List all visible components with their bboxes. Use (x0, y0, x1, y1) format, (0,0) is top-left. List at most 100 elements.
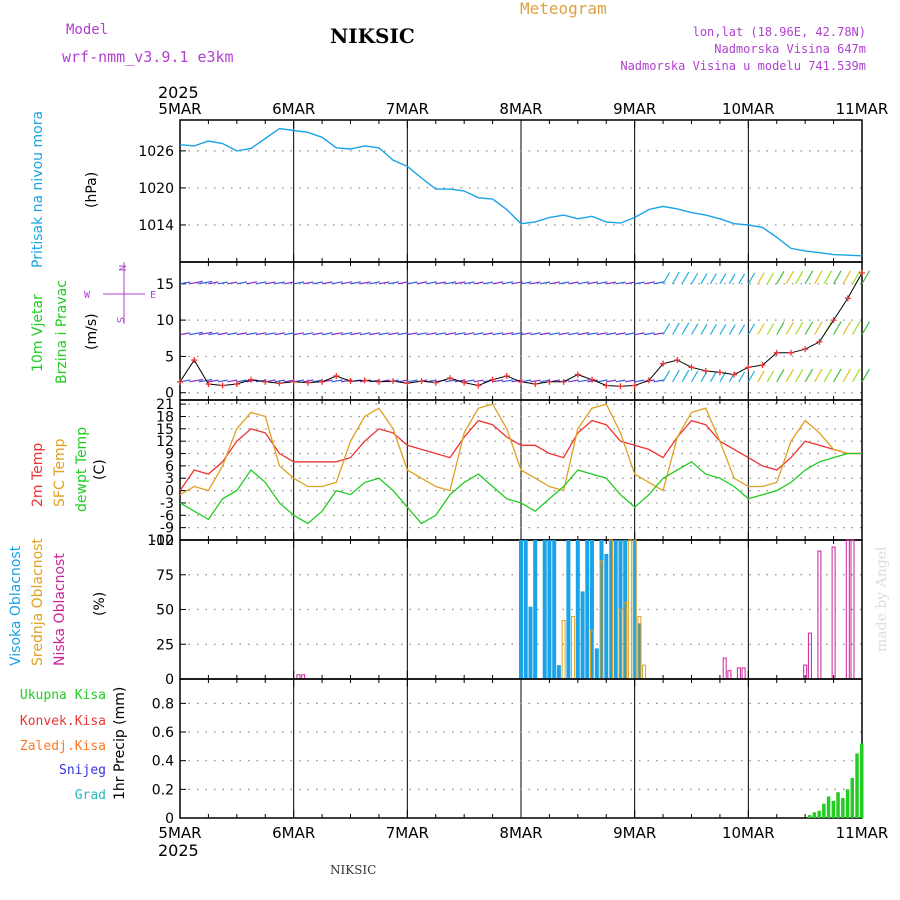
wind-barb (407, 281, 418, 285)
wind-barb (388, 332, 399, 336)
wind-barb (397, 281, 409, 285)
wind-barb (785, 321, 795, 335)
wind-barb (369, 332, 381, 336)
wind-speed-marker (787, 349, 794, 356)
high-cloud-label: Visoka Oblacnost (8, 545, 24, 666)
wind-barb (454, 281, 466, 285)
wind-barb (179, 332, 191, 336)
temp-y-tick-label: -9 (160, 521, 174, 537)
wind-speed-marker (574, 371, 581, 378)
top-x-label: 10MAR (722, 100, 775, 118)
wind-barb (492, 281, 504, 285)
wind-barb (501, 332, 514, 336)
model-elevation-label: Nadmorska Visina u modelu 741.539m (620, 59, 866, 73)
wind-barb (861, 270, 871, 285)
cloud-y-tick-label: 100 (147, 533, 174, 549)
temp-line-0 (179, 419, 862, 491)
wind-speed-marker (844, 295, 851, 302)
temp-y-tick-label: 9 (165, 447, 174, 463)
wind-barb (634, 332, 645, 336)
wind-speed-marker (603, 382, 610, 389)
wind-barb (265, 332, 276, 336)
cloud-bar (807, 632, 812, 680)
wind-speed-marker (233, 381, 240, 388)
wind-barb (568, 379, 579, 383)
precip-unit: 1hr Precip (mm) (112, 687, 128, 800)
wind-barb (539, 332, 551, 336)
wind-speed-marker (333, 373, 340, 380)
temp-y-tick-label: 3 (165, 471, 174, 487)
wind-barb (473, 379, 484, 383)
wind-barb (208, 379, 219, 383)
wind-speed-marker (773, 349, 780, 356)
wind-barb (596, 332, 608, 336)
precip-bar (850, 777, 854, 818)
cloud-bar (613, 540, 618, 679)
wind-barb (511, 281, 523, 285)
cloud-bar (523, 540, 528, 679)
wind-barb (795, 321, 804, 335)
wind-speed-marker (532, 381, 539, 388)
wind-barb (236, 332, 248, 336)
wind-speed-marker (589, 376, 596, 383)
wind-barb (217, 379, 228, 383)
wind-barb (388, 281, 399, 285)
temp-y-tick-label: -3 (160, 496, 174, 512)
wind-barb (757, 370, 765, 383)
wind-barb (795, 369, 804, 383)
wind-barb (852, 321, 861, 335)
bottom-x-label: 8MAR (499, 824, 542, 842)
wind-barb (331, 281, 343, 285)
wind-barb (728, 273, 736, 285)
wind-barb (208, 332, 219, 336)
wind-barb (255, 332, 267, 336)
wind-barb (284, 332, 295, 336)
cloud-bar (741, 667, 746, 680)
wind-barb (530, 332, 541, 336)
wind-speed-marker (560, 378, 567, 385)
wind-barb (690, 272, 699, 285)
precip-bar (831, 800, 836, 818)
wind-barb (690, 370, 699, 383)
bottom-x-label: 6MAR (272, 824, 315, 842)
wind-barb (340, 332, 353, 336)
wind-barb (747, 323, 756, 335)
wind-barb (861, 321, 871, 335)
wind-barb (198, 280, 213, 285)
wind-barb (501, 281, 514, 285)
cloud-bar (580, 591, 585, 679)
bottom-x-label: 11MAR (836, 824, 889, 842)
wind-speed-marker (177, 378, 183, 385)
wind-barb (842, 368, 852, 383)
wind-barb (312, 379, 324, 383)
wind-barb (359, 281, 371, 285)
wind-barb (501, 379, 514, 383)
cloud-bar (817, 550, 822, 680)
wind-barb (558, 281, 570, 285)
wind-speed-marker (518, 378, 524, 385)
cloud-bar (528, 606, 533, 679)
wind-speed-marker (688, 364, 695, 371)
wind-barb (416, 281, 428, 285)
precip-y-tick-label: 0.2 (152, 782, 174, 798)
wind-barb (690, 323, 699, 335)
wind-barb (700, 323, 708, 335)
cloud-bar (642, 664, 647, 680)
temp-line-1 (179, 403, 862, 496)
wind-barb (606, 281, 617, 285)
wind-barb (435, 281, 447, 285)
wind-y-tick-label: 0 (165, 386, 174, 402)
cloud-bar (585, 540, 590, 679)
wind-barb (426, 332, 437, 336)
wind-barb (653, 379, 665, 383)
top-x-label: 9MAR (613, 100, 656, 118)
wind-barb (615, 281, 626, 285)
precip-bar (855, 753, 859, 818)
cloud-bar (547, 540, 552, 679)
wind-barb (208, 281, 219, 285)
temp-line-2 (179, 452, 862, 525)
wind-barb (672, 322, 680, 335)
wind-barb (738, 324, 746, 335)
wind-barb (407, 332, 418, 336)
wind-barb (596, 379, 608, 383)
